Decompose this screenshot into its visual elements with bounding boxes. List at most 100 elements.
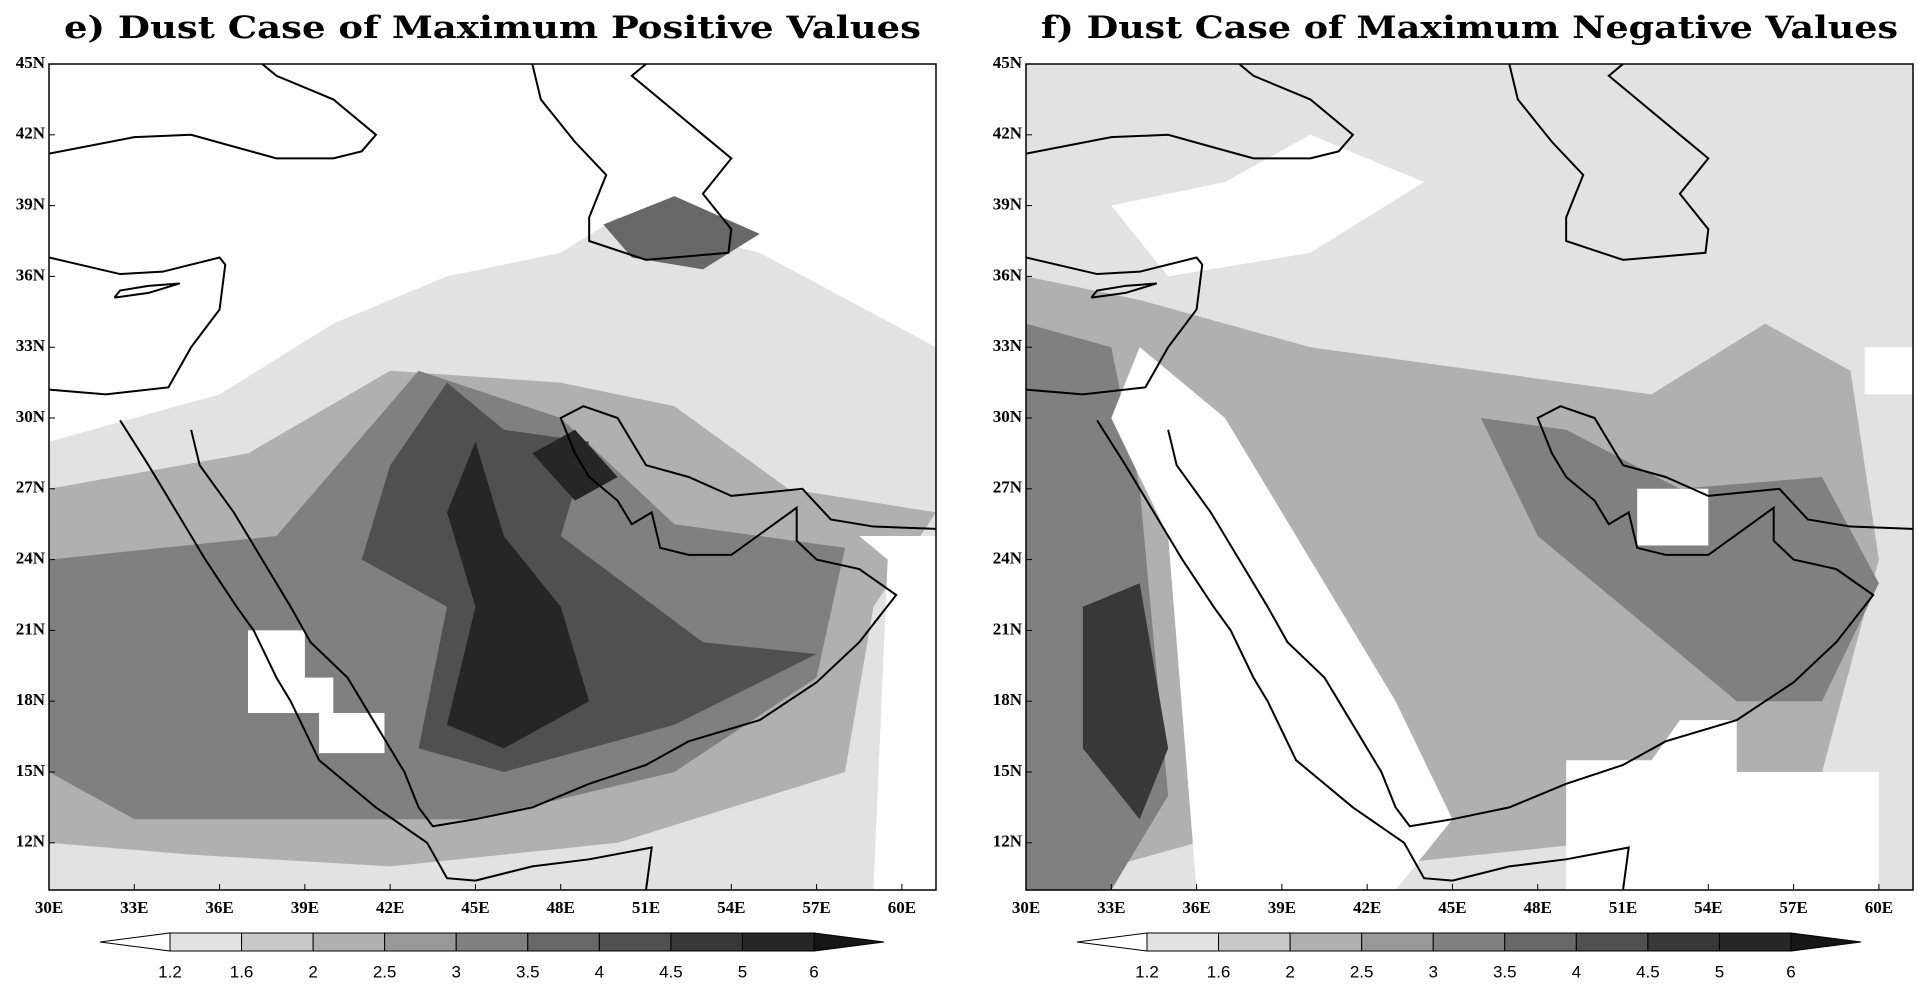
colorbar-swatch	[384, 932, 457, 952]
map-panel: f) Dust Case of Maximum Negative Values 3…	[993, 10, 1914, 981]
coastline	[1096, 419, 1630, 890]
colorbar: 1.2 1.6 2 2.5 3 3.5 4 4.5 5 6	[1076, 932, 1862, 981]
colorbar-label: 2	[1285, 962, 1294, 981]
colorbar-swatch	[1504, 932, 1577, 952]
x-tick-label: 30E	[1012, 898, 1040, 917]
y-tick-label: 36N	[993, 265, 1023, 284]
colorbar-label: 1.6	[230, 962, 254, 981]
colorbar-swatch	[1647, 932, 1720, 952]
colorbar-label: 1.6	[1207, 962, 1231, 981]
y-tick-label: 15N	[16, 761, 46, 780]
y-tick-label: 39N	[993, 195, 1023, 214]
colorbar-label: 1.2	[1135, 962, 1159, 981]
shade-region	[603, 196, 760, 270]
y-tick-label: 45N	[993, 53, 1023, 72]
colorbar-swatch	[1432, 932, 1506, 952]
colorbar-label: 3.5	[516, 962, 540, 981]
shade-region	[859, 536, 936, 890]
colorbar-swatch	[1361, 932, 1434, 952]
y-tick-label: 45N	[16, 53, 46, 72]
colorbar-label: 4.5	[1636, 962, 1660, 981]
colorbar-swatch	[169, 932, 243, 952]
colorbar-swatch	[598, 932, 672, 952]
shade-region	[1637, 488, 1709, 546]
x-tick-label: 33E	[120, 898, 148, 917]
y-tick-label: 27N	[16, 478, 46, 497]
x-tick-label: 57E	[1779, 898, 1807, 917]
coastline	[531, 64, 733, 261]
y-tick-label: 30N	[993, 407, 1023, 426]
y-tick-label: 30N	[16, 407, 46, 426]
colorbar-label: 4.5	[659, 962, 683, 981]
colorbar-swatch	[1289, 932, 1363, 952]
colorbar-swatch	[1146, 932, 1220, 952]
x-tick-label: 42E	[1353, 898, 1381, 917]
x-tick-label: 60E	[1865, 898, 1893, 917]
colorbar-label: 6	[809, 962, 818, 981]
colorbar-label: 2	[308, 962, 317, 981]
y-tick-label: 33N	[16, 336, 46, 355]
colorbar-swatch	[455, 932, 529, 952]
shade-region	[1082, 583, 1169, 820]
colorbar-label: 3	[1428, 962, 1437, 981]
y-tick-label: 42N	[16, 124, 46, 143]
coastline	[1026, 256, 1204, 396]
map-frame	[48, 63, 937, 891]
y-tick-label: 21N	[993, 619, 1023, 638]
coastline	[1090, 282, 1158, 299]
coastline	[119, 419, 653, 890]
shade-region	[1111, 134, 1425, 277]
shade-region	[248, 630, 385, 754]
map-panel: e) Dust Case of Maximum Positive Values 3…	[16, 10, 937, 981]
x-tick-label: 39E	[1268, 898, 1296, 917]
y-tick-label: 27N	[993, 478, 1023, 497]
panel-title: f) Dust Case of Maximum Negative Values	[1041, 10, 1898, 46]
colorbar-label: 2.5	[373, 962, 397, 981]
shade-region	[1566, 720, 1879, 890]
colorbar: 1.2 1.6 2 2.5 3 3.5 4 4.5 5 6	[99, 932, 885, 981]
x-tick-label: 39E	[291, 898, 319, 917]
colorbar-label: 5	[738, 962, 747, 981]
colorbar-end	[1076, 932, 1148, 952]
y-tick-label: 12N	[993, 832, 1023, 851]
colorbar-end	[99, 932, 171, 952]
colorbar-swatch	[1575, 932, 1649, 952]
x-tick-label: 33E	[1097, 898, 1125, 917]
coastline	[1026, 64, 1355, 160]
coastline	[113, 282, 181, 299]
shade-region	[1864, 347, 1913, 395]
coastline	[1508, 64, 1710, 261]
map-frame	[1025, 63, 1914, 891]
colorbar-swatch	[312, 932, 386, 952]
coastline	[1167, 405, 1913, 828]
x-tick-label: 48E	[547, 898, 575, 917]
colorbar-label: 4	[1572, 962, 1581, 981]
y-tick-label: 39N	[16, 195, 46, 214]
colorbar-label: 2.5	[1350, 962, 1374, 981]
y-tick-label: 24N	[16, 549, 46, 568]
x-tick-label: 54E	[1694, 898, 1722, 917]
y-tick-label: 18N	[993, 690, 1023, 709]
y-tick-label: 21N	[16, 619, 46, 638]
map-field	[49, 64, 936, 890]
panel-title: e) Dust Case of Maximum Positive Values	[64, 10, 921, 46]
x-tick-label: 60E	[888, 898, 916, 917]
x-tick-label: 45E	[1438, 898, 1466, 917]
coastline	[190, 405, 936, 828]
y-tick-label: 15N	[993, 761, 1023, 780]
x-tick-label: 54E	[717, 898, 745, 917]
y-tick-label: 18N	[16, 690, 46, 709]
x-tick-label: 36E	[1182, 898, 1210, 917]
colorbar-swatch	[241, 932, 314, 952]
x-tick-label: 42E	[376, 898, 404, 917]
colorbar-swatch	[741, 932, 815, 952]
x-tick-label: 45E	[461, 898, 489, 917]
colorbar-swatch	[527, 932, 600, 952]
colorbar-label: 3.5	[1493, 962, 1517, 981]
x-tick-label: 51E	[1609, 898, 1637, 917]
shade-region	[447, 441, 590, 749]
colorbar-label: 1.2	[158, 962, 182, 981]
coastline	[49, 256, 227, 396]
coastline	[49, 64, 378, 160]
